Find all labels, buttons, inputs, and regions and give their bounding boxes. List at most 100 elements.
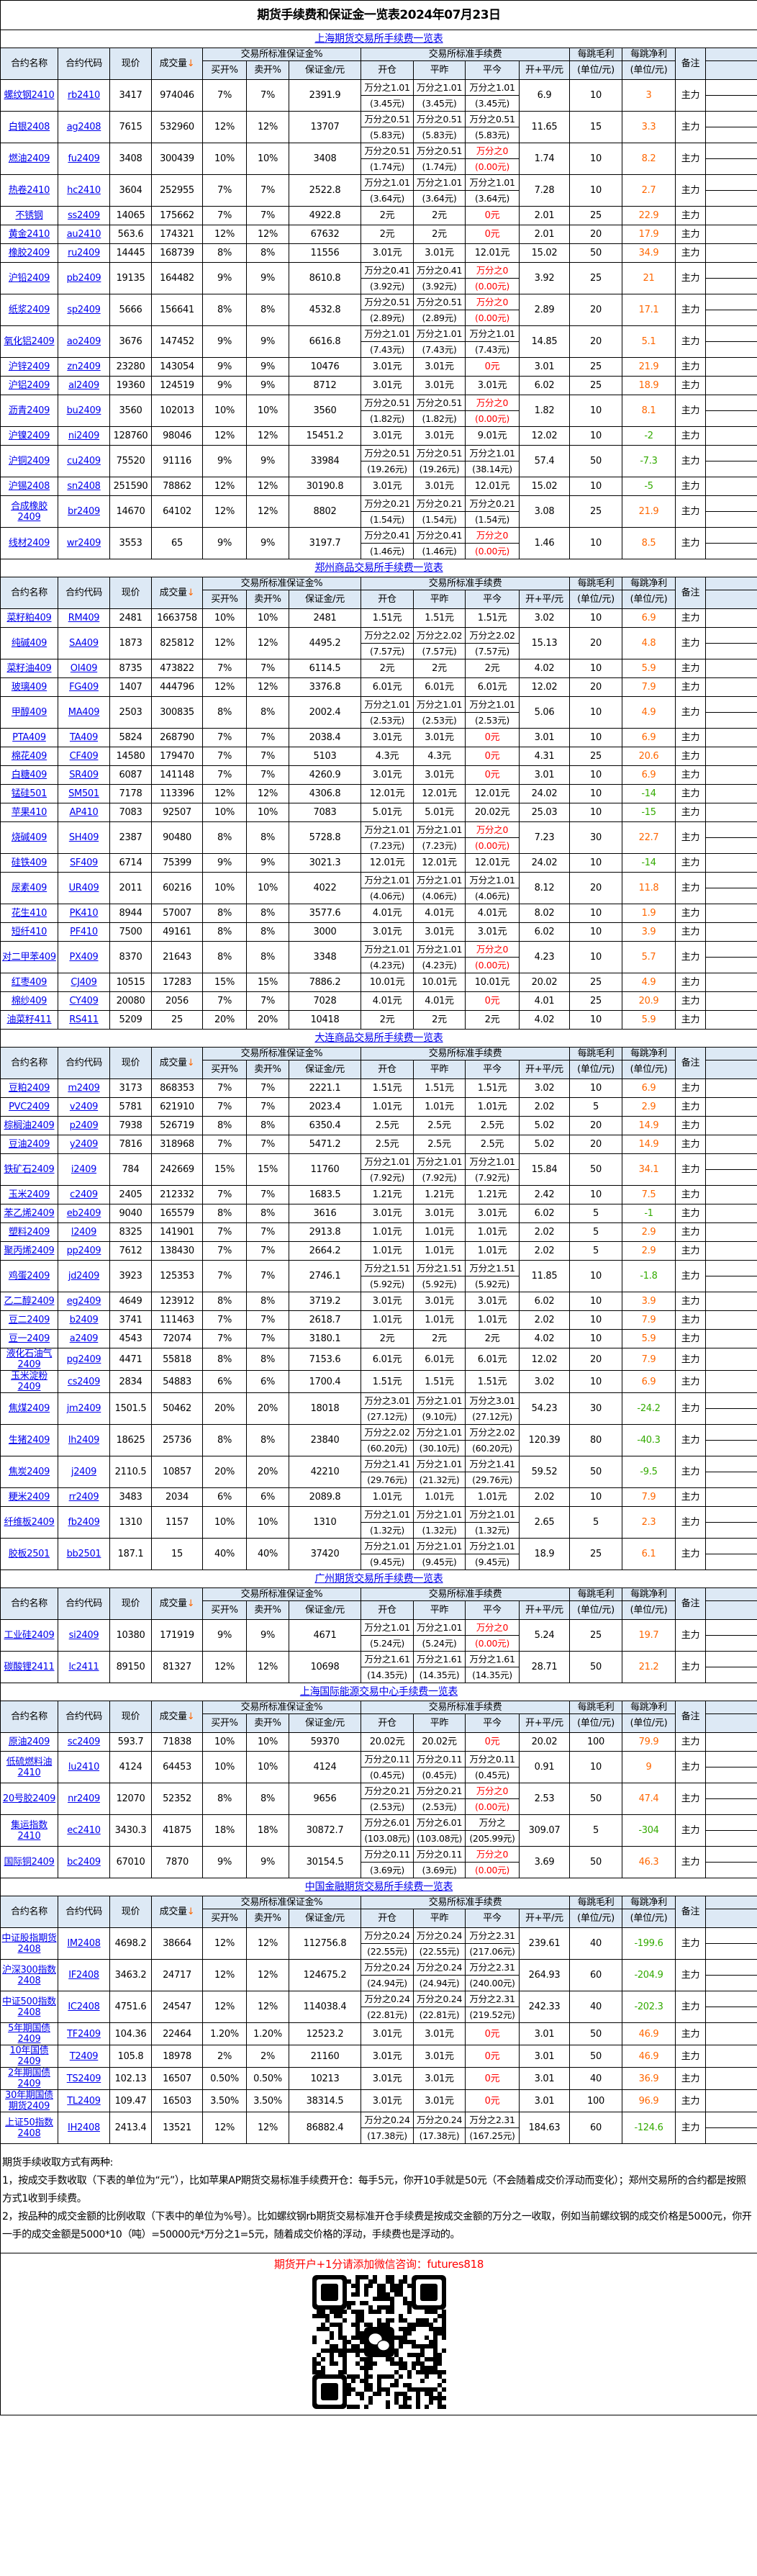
contract-name-link[interactable]: 胶板2501 [8, 1549, 50, 1559]
contract-code-link[interactable]: AP410 [69, 807, 99, 818]
contract-name-link[interactable]: 纤维板2409 [4, 1517, 55, 1528]
contract-code-link[interactable]: pp2409 [66, 1246, 101, 1256]
contract-name-link[interactable]: 甲醇409 [11, 707, 47, 718]
contract-code-link[interactable]: au2410 [66, 229, 101, 240]
contract-name-link[interactable]: 菜籽粕409 [6, 613, 52, 623]
contract-name-link[interactable]: 豆二2409 [8, 1315, 50, 1325]
contract-name-link[interactable]: 沪铅2409 [8, 273, 50, 284]
contract-code-link[interactable]: jd2409 [68, 1271, 100, 1282]
contract-name-link[interactable]: 液化石油气2409 [6, 1348, 53, 1370]
contract-name-link[interactable]: 低硫燃料油2410 [6, 1756, 53, 1778]
contract-name-link[interactable]: 苯乙烯2409 [4, 1208, 55, 1219]
sort-desc-icon[interactable]: ↓ [186, 1598, 195, 1609]
contract-code-link[interactable]: CJ409 [71, 977, 97, 988]
contract-code-link[interactable]: OI409 [70, 663, 98, 674]
contract-name-link[interactable]: 花生410 [11, 908, 47, 919]
contract-code-link[interactable]: RM409 [68, 613, 100, 623]
contract-code-link[interactable]: SA409 [69, 638, 99, 649]
contract-code-link[interactable]: IF2408 [68, 1970, 99, 1981]
contract-code-link[interactable]: ru2409 [68, 248, 100, 258]
contract-code-link[interactable]: cu2409 [67, 456, 101, 467]
contract-name-link[interactable]: 白银2408 [8, 122, 50, 132]
contract-code-link[interactable]: TF2409 [67, 2028, 101, 2040]
contract-name-link[interactable]: 5年期国债2409 [8, 2023, 50, 2045]
contract-code-link[interactable]: al2409 [68, 380, 99, 391]
contract-code-link[interactable]: cs2409 [67, 1376, 101, 1387]
contract-name-link[interactable]: 乙二醇2409 [4, 1296, 55, 1307]
contract-name-link[interactable]: 烧碱409 [11, 832, 47, 843]
contract-name-link[interactable]: 豆油2409 [8, 1139, 50, 1150]
contract-name-link[interactable]: 玉米2409 [8, 1189, 50, 1200]
contract-name-link[interactable]: 沪铜2409 [8, 456, 50, 467]
contract-name-link[interactable]: 沪锌2409 [8, 361, 50, 372]
contract-name-link[interactable]: PVC2409 [9, 1102, 50, 1112]
contract-code-link[interactable]: PX409 [69, 952, 99, 963]
contract-code-link[interactable]: sp2409 [67, 305, 101, 315]
contract-code-link[interactable]: bb2501 [66, 1549, 101, 1559]
contract-name-link[interactable]: 集运指数2410 [11, 1819, 47, 1842]
contract-code-link[interactable]: y2409 [69, 1139, 99, 1150]
contract-name-link[interactable]: 尿素409 [11, 883, 47, 893]
contract-name-link[interactable]: 10年国债2409 [9, 2045, 49, 2067]
contract-name-link[interactable]: 燃油2409 [8, 153, 50, 164]
contract-code-link[interactable]: ag2408 [66, 122, 101, 132]
contract-name-link[interactable]: 2年期国债2409 [8, 2068, 50, 2089]
contract-code-link[interactable]: SF409 [69, 857, 99, 868]
contract-name-link[interactable]: 工业硅2409 [4, 1630, 55, 1641]
contract-code-link[interactable]: MA409 [68, 707, 100, 718]
contract-code-link[interactable]: lu2410 [68, 1762, 100, 1773]
contract-name-link[interactable]: 焦炭2409 [8, 1467, 50, 1477]
contract-name-link[interactable]: 线材2409 [8, 538, 50, 549]
contract-code-link[interactable]: FG409 [69, 682, 99, 693]
section-title-link[interactable]: 上海期货交易所手续费一览表 [314, 32, 443, 45]
contract-code-link[interactable]: c2409 [70, 1189, 98, 1200]
contract-name-link[interactable]: 粳米2409 [8, 1492, 50, 1503]
contract-name-link[interactable]: 豆一2409 [8, 1333, 50, 1344]
contract-name-link[interactable]: 沪锡2408 [8, 481, 50, 492]
contract-code-link[interactable]: PF410 [70, 927, 98, 937]
contract-code-link[interactable]: pb2409 [66, 273, 101, 284]
contract-code-link[interactable]: rr2409 [68, 1492, 99, 1503]
contract-name-link[interactable]: 生猪2409 [8, 1435, 50, 1446]
contract-code-link[interactable]: v2409 [69, 1102, 99, 1112]
contract-name-link[interactable]: 短纤410 [11, 927, 47, 937]
contract-code-link[interactable]: a2409 [69, 1333, 99, 1344]
contract-name-link[interactable]: 原油2409 [8, 1737, 50, 1747]
contract-code-link[interactable]: j2409 [71, 1467, 97, 1477]
contract-name-link[interactable]: 对二甲苯409 [2, 952, 56, 963]
contract-code-link[interactable]: lh2409 [68, 1435, 100, 1446]
contract-code-link[interactable]: zn2409 [67, 361, 101, 372]
contract-name-link[interactable]: 白糖409 [11, 770, 47, 780]
sort-desc-icon[interactable]: ↓ [186, 1711, 195, 1722]
contract-name-link[interactable]: 黄金2410 [8, 229, 50, 240]
contract-name-link[interactable]: 国际铜2409 [4, 1857, 55, 1868]
contract-name-link[interactable]: 中证股指期货2408 [1, 1932, 57, 1955]
contract-code-link[interactable]: IC2408 [68, 2001, 100, 2012]
contract-code-link[interactable]: ni2409 [68, 431, 100, 441]
contract-code-link[interactable]: rb2410 [68, 90, 100, 101]
contract-code-link[interactable]: sn2408 [67, 481, 101, 492]
contract-name-link[interactable]: 沪镍2409 [8, 431, 50, 441]
contract-code-link[interactable]: hc2410 [67, 185, 101, 196]
contract-code-link[interactable]: RS411 [69, 1014, 99, 1025]
contract-code-link[interactable]: eg2409 [66, 1296, 101, 1307]
contract-code-link[interactable]: TA409 [69, 732, 99, 743]
sort-desc-icon[interactable]: ↓ [186, 1906, 195, 1917]
contract-code-link[interactable]: i2409 [71, 1164, 97, 1175]
contract-name-link[interactable]: 鸡蛋2409 [8, 1271, 50, 1282]
contract-code-link[interactable]: CY409 [69, 996, 99, 1006]
contract-name-link[interactable]: 玻璃409 [11, 682, 47, 693]
contract-code-link[interactable]: ao2409 [66, 336, 101, 347]
contract-name-link[interactable]: 油菜籽411 [6, 1014, 52, 1025]
contract-name-link[interactable]: 碳酸锂2411 [4, 1662, 55, 1672]
contract-name-link[interactable]: 菜籽油409 [6, 663, 52, 674]
contract-name-link[interactable]: 热卷2410 [8, 185, 50, 196]
contract-code-link[interactable]: nr2409 [68, 1793, 100, 1804]
contract-code-link[interactable]: CF409 [69, 751, 99, 762]
contract-name-link[interactable]: 苹果410 [11, 807, 47, 818]
contract-name-link[interactable]: 沥青2409 [8, 405, 50, 416]
contract-code-link[interactable]: bc2409 [67, 1857, 101, 1868]
contract-code-link[interactable]: SR409 [69, 770, 99, 780]
contract-name-link[interactable]: 铁矿石2409 [4, 1164, 55, 1175]
section-title-link[interactable]: 中国金融期货交易所手续费一览表 [304, 1881, 453, 1893]
